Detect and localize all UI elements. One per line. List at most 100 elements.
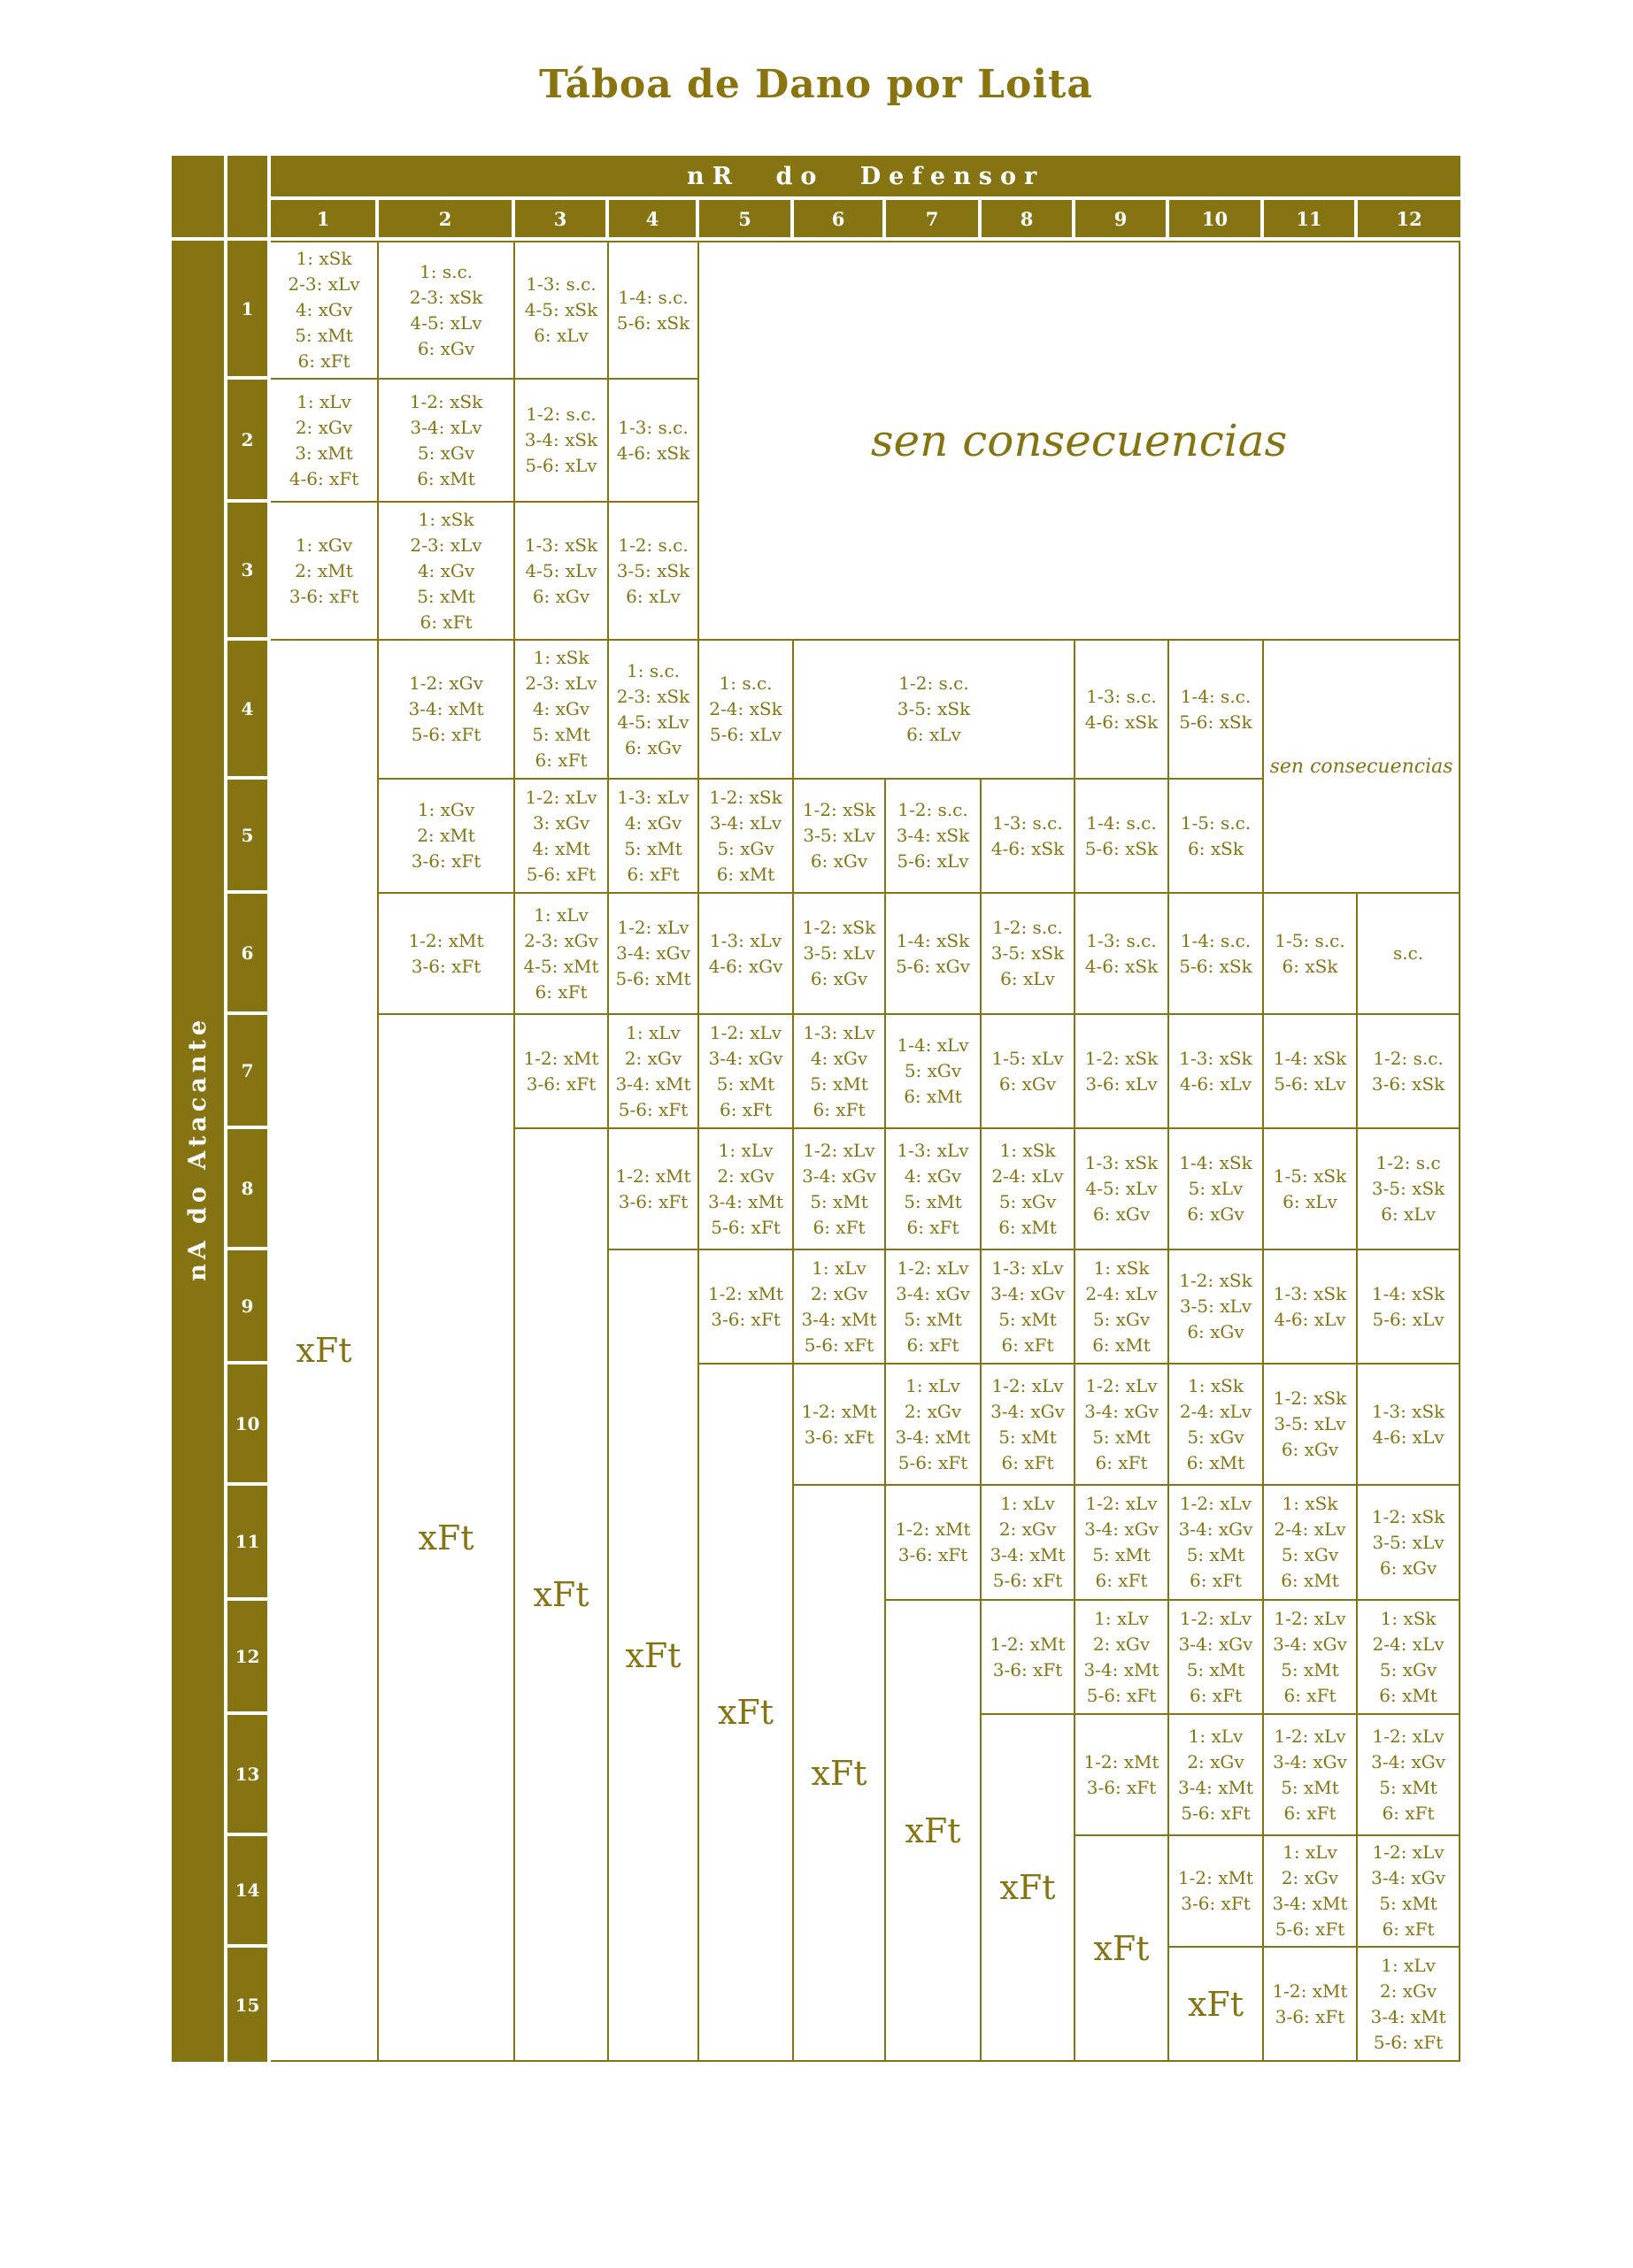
cell-r8-c11: 1-5: xSk 6: xLv bbox=[1264, 1129, 1358, 1250]
cell-r4-c2: 1-2: xGv 3-4: xMt 5-6: xFt bbox=[379, 641, 515, 780]
cell-r10-c6: 1-2: xMt 3-6: xFt bbox=[794, 1365, 886, 1486]
row-header-4: 4 bbox=[227, 641, 271, 780]
cell-r6-c11: 1-5: s.c. 6: xSk bbox=[1264, 894, 1358, 1015]
col-header-1: 1 bbox=[271, 200, 379, 241]
cell-r11-c8: 1: xLv 2: xGv 3-4: xMt 5-6: xFt bbox=[982, 1486, 1075, 1601]
col-header-6: 6 bbox=[794, 200, 886, 241]
row-header-15: 15 bbox=[227, 1948, 271, 2062]
cell-r1-c1: 1: xSk 2-3: xLv 4: xGv 5: xMt 6: xFt bbox=[271, 241, 379, 380]
cell-r9-c10: 1-2: xSk 3-5: xLv 6: xGv bbox=[1169, 1250, 1264, 1365]
attacker-row-9: 9 xFt 1-2: xMt 3-6: xFt 1: xLv 2: xGv 3-… bbox=[172, 1250, 1461, 2062]
attacker-row-15: 15 xFt 1-2: xMt 3-6: xFt 1: xLv 2: xGv 3… bbox=[172, 1948, 1461, 2062]
col-header-2: 2 bbox=[379, 200, 515, 241]
cell-r9-15-c4-xft: xFt bbox=[609, 1250, 699, 2062]
cell-r6-c7: 1-4: xSk 5-6: xGv bbox=[886, 894, 982, 1015]
attacker-row-14: 14 xFt 1-2: xMt 3-6: xFt 1: xLv 2: xGv 3… bbox=[172, 1836, 1461, 2062]
attacker-row-8: 8 xFt 1-2: xMt 3-6: xFt 1: xLv 2: xGv 3-… bbox=[172, 1129, 1461, 2062]
cell-r5-c5: 1-2: xSk 3-4: xLv 5: xGv 6: xMt bbox=[699, 780, 794, 894]
cell-r7-c3: 1-2: xMt 3-6: xFt bbox=[515, 1015, 609, 1129]
cell-r7-c7: 1-4: xLv 5: xGv 6: xMt bbox=[886, 1015, 982, 1129]
attacker-row-3: 3 1: xGv 2: xMt 3-6: xFt 1: xSk 2-3: xLv… bbox=[172, 503, 1460, 641]
cell-r3-c1: 1: xGv 2: xMt 3-6: xFt bbox=[271, 503, 379, 641]
col-header-5: 5 bbox=[699, 200, 794, 241]
cell-r14-c10: 1-2: xMt 3-6: xFt bbox=[1169, 1836, 1264, 1948]
cell-r4-c4: 1: s.c. 2-3: xSk 4-5: xLv 6: xGv bbox=[609, 641, 699, 780]
attacker-axis-label: nA do Atacante bbox=[172, 241, 227, 2062]
attacker-axis-label-text: nA do Atacante bbox=[184, 1015, 212, 1281]
cell-r7-c12: 1-2: s.c. 3-6: xSk bbox=[1358, 1015, 1461, 1129]
cell-r6-c5: 1-3: xLv 4-6: xGv bbox=[699, 894, 794, 1015]
row-header-7: 7 bbox=[227, 1015, 271, 1129]
cell-r8-c4: 1-2: xMt 3-6: xFt bbox=[609, 1129, 699, 1250]
cell-r5-c9: 1-4: s.c. 5-6: xSk bbox=[1075, 780, 1169, 894]
cell-r10-c7: 1: xLv 2: xGv 3-4: xMt 5-6: xFt bbox=[886, 1365, 982, 1486]
cell-r13-c11: 1-2: xLv 3-4: xGv 5: xMt 6: xFt bbox=[1264, 1715, 1358, 1836]
cell-r8-c12: 1-2: s.c 3-5: xSk 6: xLv bbox=[1358, 1129, 1461, 1250]
attacker-row-11: 11 xFt 1-2: xMt 3-6: xFt 1: xLv 2: xGv 3… bbox=[172, 1486, 1461, 2062]
damage-table: nR do Defensor 1 2 3 4 5 6 7 8 9 10 11 1… bbox=[172, 156, 1461, 2062]
col-header-3: 3 bbox=[515, 200, 609, 241]
attacker-row-5: 5 1: xGv 2: xMt 3-6: xFt 1-2: xLv 3: xGv… bbox=[172, 780, 1460, 894]
row-header-10: 10 bbox=[227, 1365, 271, 1486]
cell-r3-c4: 1-2: s.c. 3-5: xSk 6: xLv bbox=[609, 503, 699, 641]
cell-r11-c11: 1: xSk 2-4: xLv 5: xGv 6: xMt bbox=[1264, 1486, 1358, 1601]
cell-r6-c8: 1-2: s.c. 3-5: xSk 6: xLv bbox=[982, 894, 1075, 1015]
cell-r14-c11: 1: xLv 2: xGv 3-4: xMt 5-6: xFt bbox=[1264, 1836, 1358, 1948]
cell-r5-c2: 1: xGv 2: xMt 3-6: xFt bbox=[379, 780, 515, 894]
row-header-14: 14 bbox=[227, 1836, 271, 1948]
cell-r6-c10: 1-4: s.c. 5-6: xSk bbox=[1169, 894, 1264, 1015]
cell-r2-c4: 1-3: s.c. 4-6: xSk bbox=[609, 380, 699, 503]
cell-r1-c4: 1-4: s.c. 5-6: xSk bbox=[609, 241, 699, 380]
cell-r8-c7: 1-3: xLv 4: xGv 5: xMt 6: xFt bbox=[886, 1129, 982, 1250]
cell-r9-c9: 1: xSk 2-4: xLv 5: xGv 6: xMt bbox=[1075, 1250, 1169, 1365]
cell-r7-15-c2-xft: xFt bbox=[379, 1015, 515, 2062]
cell-r1-c3: 1-3: s.c. 4-5: xSk 6: xLv bbox=[515, 241, 609, 380]
corner-cell-rownum bbox=[227, 156, 271, 241]
col-header-9: 9 bbox=[1075, 200, 1169, 241]
header-row-columns: 1 2 3 4 5 6 7 8 9 10 11 12 bbox=[172, 200, 1461, 241]
cell-r14-c12: 1-2: xLv 3-4: xGv 5: xMt 6: xFt bbox=[1358, 1836, 1461, 1948]
cell-r6-c9: 1-3: s.c. 4-6: xSk bbox=[1075, 894, 1169, 1015]
cell-r13-c10: 1: xLv 2: xGv 3-4: xMt 5-6: xFt bbox=[1169, 1715, 1264, 1836]
cell-r2-c3: 1-2: s.c. 3-4: xSk 5-6: xLv bbox=[515, 380, 609, 503]
cell-r4-c3: 1: xSk 2-3: xLv 4: xGv 5: xMt 6: xFt bbox=[515, 641, 609, 780]
cell-r8-c5: 1: xLv 2: xGv 3-4: xMt 5-6: xFt bbox=[699, 1129, 794, 1250]
cell-r4-c6-8: 1-2: s.c. 3-5: xSk 6: xLv bbox=[794, 641, 1075, 780]
cell-r12-c8: 1-2: xMt 3-6: xFt bbox=[982, 1601, 1075, 1715]
cell-r3-c2: 1: xSk 2-3: xLv 4: xGv 5: xMt 6: xFt bbox=[379, 503, 515, 641]
cell-r8-c10: 1-4: xSk 5: xLv 6: xGv bbox=[1169, 1129, 1264, 1250]
attacker-row-10: 10 xFt 1-2: xMt 3-6: xFt 1: xLv 2: xGv 3… bbox=[172, 1365, 1461, 2062]
cell-r5-c10: 1-5: s.c. 6: xSk bbox=[1169, 780, 1264, 894]
cell-r4-5-c11-12-sen-consecuencias: sen consecuencias bbox=[1264, 641, 1461, 894]
cell-r7-c6: 1-3: xLv 4: xGv 5: xMt 6: xFt bbox=[794, 1015, 886, 1129]
cell-r9-c6: 1: xLv 2: xGv 3-4: xMt 5-6: xFt bbox=[794, 1250, 886, 1365]
cell-r10-c9: 1-2: xLv 3-4: xGv 5: xMt 6: xFt bbox=[1075, 1365, 1169, 1486]
col-header-11: 11 bbox=[1264, 200, 1358, 241]
attacker-row-12: 12 xFt 1-2: xMt 3-6: xFt 1: xLv 2: xGv 3… bbox=[172, 1601, 1461, 2062]
row-header-5: 5 bbox=[227, 780, 271, 894]
attacker-row-4: 4 xFt 1-2: xGv 3-4: xMt 5-6: xFt 1: xSk … bbox=[172, 641, 1461, 2062]
row-header-12: 12 bbox=[227, 1601, 271, 1715]
cell-r6-c12: s.c. bbox=[1358, 894, 1461, 1015]
row-header-2: 2 bbox=[227, 380, 271, 503]
cell-r9-c12: 1-4: xSk 5-6: xLv bbox=[1358, 1250, 1461, 1365]
cell-r12-15-c7-xft: xFt bbox=[886, 1601, 982, 2062]
cell-r13-15-c8-xft: xFt bbox=[982, 1715, 1075, 2062]
cell-r8-15-c3-xft: xFt bbox=[515, 1129, 609, 2062]
cell-r2-c2: 1-2: xSk 3-4: xLv 5: xGv 6: xMt bbox=[379, 380, 515, 503]
cell-r1-3-c5-12-sen-consecuencias: sen consecuencias bbox=[699, 241, 1461, 641]
cell-r9-c8: 1-3: xLv 3-4: xGv 5: xMt 6: xFt bbox=[982, 1250, 1075, 1365]
row-header-11: 11 bbox=[227, 1486, 271, 1601]
cell-r7-c9: 1-2: xSk 3-6: xLv bbox=[1075, 1015, 1169, 1129]
corner-cell-label bbox=[172, 156, 227, 241]
page: Táboa de Dano por Loita nR do Defensor 1… bbox=[172, 62, 1461, 2062]
cell-r5-c6: 1-2: xSk 3-5: xLv 6: xGv bbox=[794, 780, 886, 894]
col-header-10: 10 bbox=[1169, 200, 1264, 241]
cell-r10-c10: 1: xSk 2-4: xLv 5: xGv 6: xMt bbox=[1169, 1365, 1264, 1486]
cell-r11-c7: 1-2: xMt 3-6: xFt bbox=[886, 1486, 982, 1601]
col-header-8: 8 bbox=[982, 200, 1075, 241]
cell-r7-c11: 1-4: xSk 5-6: xLv bbox=[1264, 1015, 1358, 1129]
cell-r6-c2: 1-2: xMt 3-6: xFt bbox=[379, 894, 515, 1015]
cell-r6-c6: 1-2: xSk 3-5: xLv 6: xGv bbox=[794, 894, 886, 1015]
cell-r10-c11: 1-2: xSk 3-5: xLv 6: xGv bbox=[1264, 1365, 1358, 1486]
